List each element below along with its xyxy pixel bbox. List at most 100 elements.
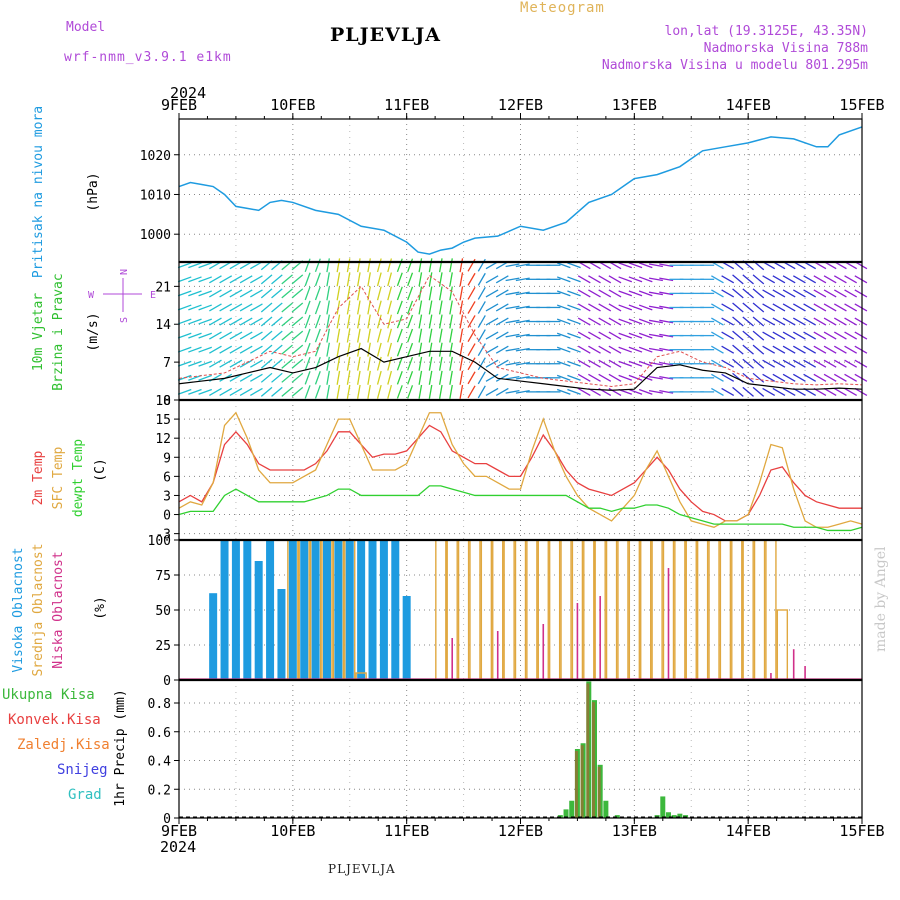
wind-arrow <box>495 345 509 354</box>
wind-arrow <box>219 289 233 298</box>
wind-arrow <box>407 272 414 287</box>
wind-arrow <box>556 318 571 325</box>
wind-arrow <box>291 372 304 383</box>
precip-conv-bar <box>574 751 578 818</box>
wind-arrow <box>239 373 253 382</box>
wind-arrow <box>742 358 754 369</box>
wind-arrow <box>803 345 817 354</box>
wind-arrow <box>495 331 509 340</box>
wind-arrow <box>229 289 243 298</box>
wind-arrow <box>357 370 361 385</box>
wind-arrow <box>304 314 311 329</box>
wind-arrow <box>793 317 806 326</box>
wind-arrow <box>449 258 453 273</box>
wind-arrow <box>628 262 643 269</box>
wind-arrow <box>188 388 202 395</box>
wind-arrow <box>260 330 273 341</box>
wind-arrow <box>608 373 622 382</box>
wind-arrow <box>449 370 453 385</box>
precip-ytick-label: 0.6 <box>148 726 171 741</box>
pressure-unit: (hPa) <box>86 172 101 211</box>
wind-arrow <box>459 384 464 399</box>
wind-arrow <box>239 317 253 326</box>
wind-arrow <box>467 343 476 357</box>
wind-arrow <box>357 272 361 287</box>
wind-arrow <box>495 275 509 284</box>
wind-arrow <box>314 314 321 329</box>
temperature-ytick-label: -3 <box>155 528 171 543</box>
legend-total-rain: Ukupna Kisa <box>2 687 95 703</box>
cloud-ytick-label: 100 <box>148 534 171 549</box>
wind-arrow <box>505 390 520 394</box>
wind-arrow <box>304 356 311 371</box>
wind-arrow <box>239 275 253 284</box>
wind-arrow <box>628 388 643 395</box>
wind-arrow <box>459 314 464 329</box>
compass-n: N <box>119 269 130 275</box>
precip-bar <box>677 813 683 818</box>
wind-arrow <box>721 331 735 340</box>
wind-arrow <box>711 303 724 312</box>
lonlat-label: lon,lat (19.3125E, 43.35N) <box>664 24 869 39</box>
wind-arrow <box>762 275 776 284</box>
wind-arrow <box>291 344 304 355</box>
wind-arrow <box>608 317 622 326</box>
wind-arrow <box>304 258 311 273</box>
wind-arrow <box>336 370 341 385</box>
wind-arrow <box>628 332 643 339</box>
wind-arrow <box>844 317 858 326</box>
wind-arrow <box>314 328 321 343</box>
wind-arrow <box>219 331 233 340</box>
wind-arrow <box>198 262 212 269</box>
wind-arrow <box>188 262 202 269</box>
wind-arrow <box>742 344 754 355</box>
wind-arrow <box>793 359 806 368</box>
wind-arrow <box>346 370 351 385</box>
wind-arrow <box>813 289 827 298</box>
wind-arrow <box>752 288 765 299</box>
wind-unit: (m/s) <box>86 312 101 351</box>
wind-arrow <box>711 275 724 284</box>
wind-arrow <box>428 342 433 357</box>
wind-arrow <box>823 345 837 354</box>
wind-arrow <box>742 274 754 285</box>
bottom-day-label: 9FEB <box>161 822 197 840</box>
wind-arrow <box>291 274 304 285</box>
wind-arrow <box>608 359 622 368</box>
wind-arrow <box>659 319 674 324</box>
wind-arrow <box>229 275 243 284</box>
wind-arrow <box>628 374 643 381</box>
wind-arrow <box>387 384 393 399</box>
wind-arrow <box>567 276 581 283</box>
wind-arrow <box>477 371 486 385</box>
wind-arrow <box>608 275 622 284</box>
wind-arrow <box>844 275 858 284</box>
wind-arrow <box>438 342 443 357</box>
wind-arrow <box>485 303 499 312</box>
wind-arrow <box>782 359 796 368</box>
wind-speed-line <box>178 347 863 391</box>
wind-arrow <box>449 272 453 287</box>
wind-arrow <box>239 303 253 312</box>
wind-arrow <box>628 290 643 297</box>
wind-arrow <box>229 345 243 354</box>
pressure-ytick-label: 1010 <box>140 188 171 203</box>
wind-arrow <box>387 286 393 301</box>
wind-ylabel-2: Brzina i Pravac <box>51 273 66 390</box>
wind-arrow <box>732 330 744 341</box>
wind-arrow <box>336 328 341 343</box>
wind-arrow <box>407 371 414 385</box>
wind-arrow <box>732 344 744 355</box>
wind-arrow <box>638 318 653 325</box>
wind-arrow <box>588 317 601 326</box>
wind-arrow <box>281 358 293 369</box>
wind-arrow <box>495 303 509 312</box>
wind-arrow <box>438 314 443 329</box>
precip-bar <box>614 815 620 818</box>
cloud-ytick-label: 25 <box>155 639 171 654</box>
wind-arrow <box>515 347 530 352</box>
wind-arrow <box>752 344 765 355</box>
wind-arrow <box>271 274 283 285</box>
wind-arrow <box>772 275 786 284</box>
wind-arrow <box>438 272 443 287</box>
